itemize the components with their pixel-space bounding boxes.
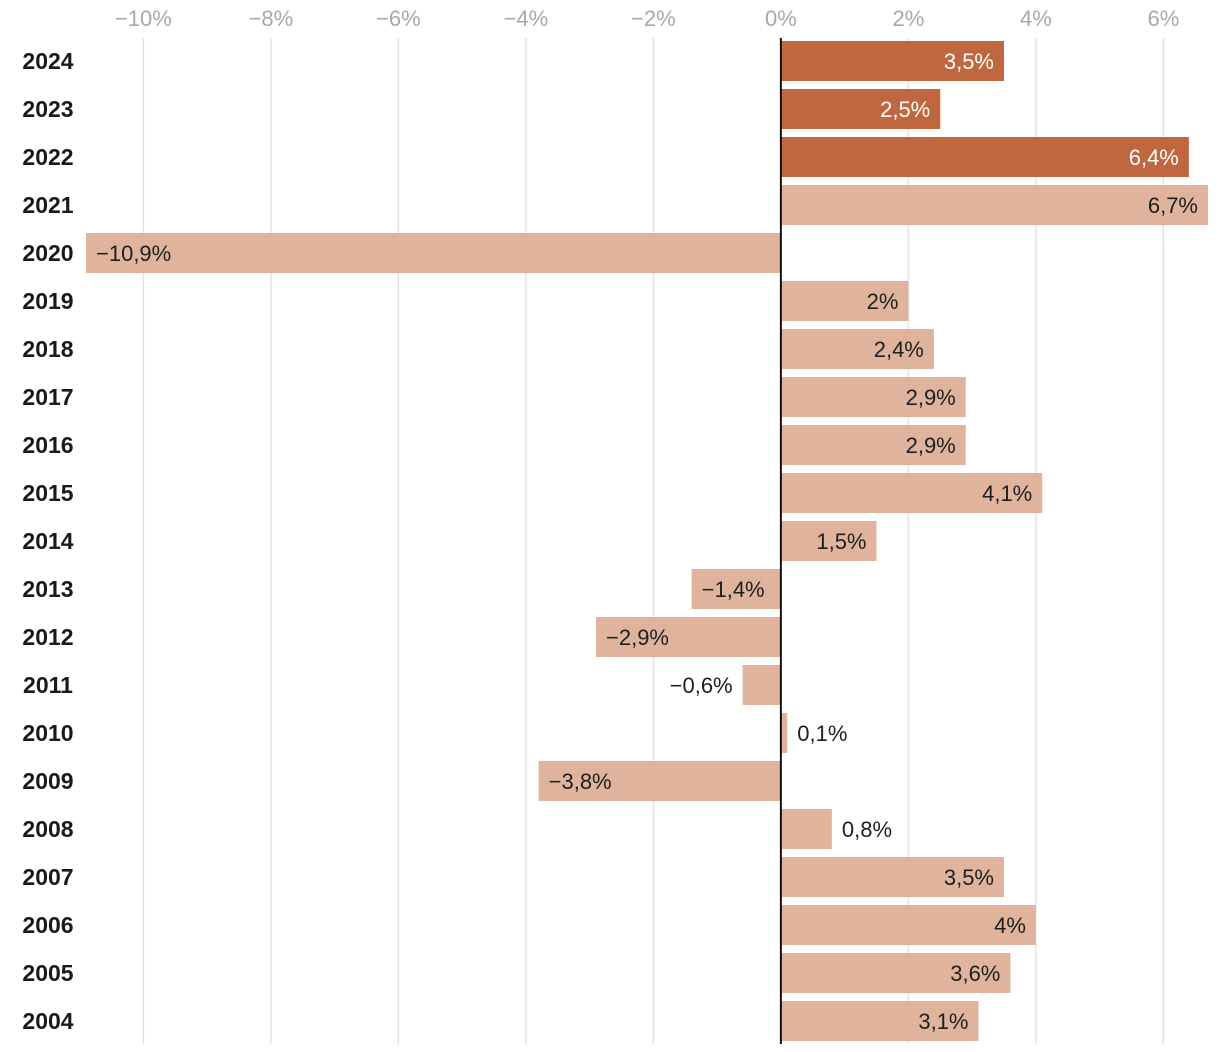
year-labels: 2024 2023 2022 2021 2020 2019 2018 2017 2016 2015…: [22, 48, 73, 1034]
bar-2016: [780, 425, 966, 465]
bar-2022: [780, 137, 1189, 177]
bar-2024: [780, 41, 1004, 81]
bar-2006: [780, 905, 1036, 945]
x-tick-label: −6%: [376, 6, 421, 31]
value-label-2009: −3,8%: [549, 769, 612, 794]
x-tick-label: −10%: [115, 6, 172, 31]
year-label-2018: 2018: [22, 336, 73, 362]
bar-2005: [780, 953, 1011, 993]
value-label-2018: 2,4%: [874, 337, 924, 362]
bar-2014: [780, 521, 877, 561]
bar-2009: [538, 761, 781, 801]
year-label-2009: 2009: [22, 768, 73, 794]
bar-2011: [742, 665, 781, 705]
year-label-2007: 2007: [22, 864, 73, 890]
bars: [86, 41, 1208, 1041]
bar-2023: [780, 89, 941, 129]
year-label-2013: 2013: [22, 576, 73, 602]
value-label-2019: 2%: [867, 289, 899, 314]
year-label-2024: 2024: [22, 48, 73, 74]
bar-2013: [691, 569, 781, 609]
bar-2010: [780, 713, 788, 753]
year-label-2017: 2017: [22, 384, 73, 410]
value-label-2006: 4%: [994, 913, 1026, 938]
year-label-2021: 2021: [22, 192, 73, 218]
year-label-2011: 2011: [23, 672, 73, 698]
value-label-2023: 2,5%: [880, 97, 930, 122]
year-label-2008: 2008: [22, 816, 73, 842]
value-label-2017: 2,9%: [906, 385, 956, 410]
value-label-2014: 1,5%: [816, 529, 866, 554]
x-tick-label: 2%: [892, 6, 924, 31]
x-tick-label: 6%: [1147, 6, 1179, 31]
x-tick-label: 0%: [765, 6, 797, 31]
year-label-2014: 2014: [22, 528, 73, 554]
value-label-2011: −0,6%: [670, 673, 733, 698]
bar-2020: [86, 233, 781, 273]
year-label-2006: 2006: [22, 912, 73, 938]
x-tick-label: −4%: [504, 6, 549, 31]
year-label-2022: 2022: [22, 144, 73, 170]
value-label-2022: 6,4%: [1129, 145, 1179, 170]
bar-2019: [780, 281, 909, 321]
year-label-2004: 2004: [22, 1008, 73, 1034]
bar-2015: [780, 473, 1043, 513]
year-label-2012: 2012: [22, 624, 73, 650]
year-label-2015: 2015: [22, 480, 73, 506]
x-axis-ticks: −10% −8% −6% −4% −2% 0% 2% 4% 6%: [115, 6, 1179, 31]
value-label-2008: 0,8%: [842, 817, 892, 842]
bar-2004: [780, 1001, 979, 1041]
year-label-2005: 2005: [22, 960, 73, 986]
bar-2007: [780, 857, 1004, 897]
value-label-2016: 2,9%: [906, 433, 956, 458]
bar-2021: [780, 185, 1208, 225]
value-label-2015: 4,1%: [982, 481, 1032, 506]
value-label-2010: 0,1%: [797, 721, 847, 746]
value-label-2020: −10,9%: [96, 241, 171, 266]
value-label-2005: 3,6%: [950, 961, 1000, 986]
value-label-2004: 3,1%: [918, 1009, 968, 1034]
value-label-2012: −2,9%: [606, 625, 669, 650]
x-tick-label: −8%: [249, 6, 294, 31]
bar-2012: [596, 617, 781, 657]
year-label-2019: 2019: [22, 288, 73, 314]
x-tick-label: 4%: [1020, 6, 1052, 31]
year-label-2020: 2020: [22, 240, 73, 266]
bar-value-labels: 3,5% 2,5% 6,4% 6,7% −10,9% 2% 2,4% 2,9% 2,9% 4,1%…: [96, 49, 1198, 1034]
value-label-2021: 6,7%: [1148, 193, 1198, 218]
x-tick-label: −2%: [631, 6, 676, 31]
value-label-2013: −1,4%: [702, 577, 765, 602]
year-label-2016: 2016: [22, 432, 73, 458]
year-label-2010: 2010: [22, 720, 73, 746]
bar-2017: [780, 377, 966, 417]
bar-2008: [780, 809, 832, 849]
year-label-2023: 2023: [22, 96, 73, 122]
bar-2018: [780, 329, 934, 369]
value-label-2024: 3,5%: [944, 49, 994, 74]
value-label-2007: 3,5%: [944, 865, 994, 890]
